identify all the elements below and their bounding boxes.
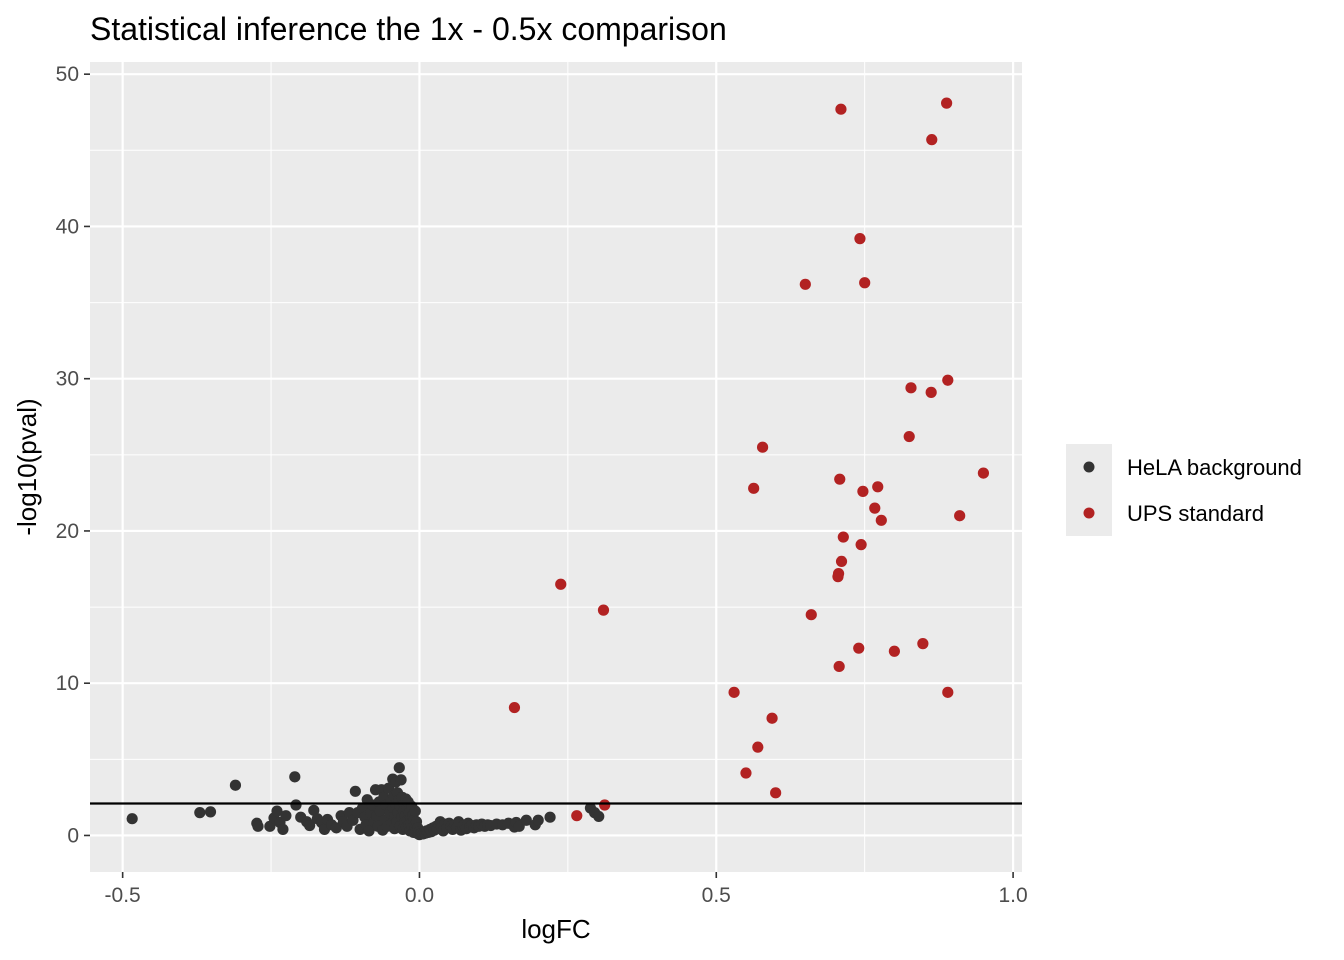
legend-key-background bbox=[1066, 444, 1112, 536]
ups-standard-point bbox=[555, 578, 567, 590]
ups-standard-points bbox=[508, 97, 990, 822]
y-tick-label: 50 bbox=[56, 63, 79, 86]
ups-standard-point bbox=[942, 686, 954, 698]
ups-standard-point bbox=[835, 555, 848, 567]
major-gridlines bbox=[90, 62, 1022, 872]
hela-background-point bbox=[409, 805, 421, 817]
y-tick-label: 0 bbox=[67, 824, 79, 847]
hela-background-point bbox=[126, 813, 138, 825]
ups-standard-point bbox=[752, 741, 764, 753]
ups-standard-point bbox=[853, 642, 865, 654]
x-tick-label: -0.5 bbox=[105, 884, 141, 907]
ups-standard-point bbox=[833, 660, 845, 673]
ups-standard-point bbox=[837, 531, 849, 543]
ups-standard-point bbox=[869, 502, 881, 514]
legend-key-ups-standard bbox=[1083, 507, 1095, 519]
legend-label-ups-standard: UPS standard bbox=[1127, 501, 1264, 526]
ups-standard-point bbox=[770, 787, 782, 799]
hela-background-point bbox=[349, 785, 361, 797]
ups-standard-point bbox=[740, 767, 752, 779]
ups-standard-point bbox=[917, 638, 929, 650]
x-axis: -0.5 0.0 0.5 1.0 bbox=[105, 872, 1028, 907]
x-axis-title: logFC bbox=[521, 914, 590, 944]
legend-label-hela-background: HeLA background bbox=[1127, 455, 1302, 480]
y-axis-title: -log10(pval) bbox=[12, 398, 42, 535]
y-tick-label: 20 bbox=[56, 520, 79, 543]
hela-background-point bbox=[356, 802, 369, 814]
ups-standard-point bbox=[855, 539, 867, 551]
y-tick-label: 30 bbox=[56, 368, 79, 391]
ups-standard-point bbox=[859, 277, 871, 289]
hela-background-point bbox=[252, 820, 264, 832]
hela-background-point bbox=[229, 779, 242, 791]
ups-standard-point bbox=[977, 467, 990, 479]
ups-standard-point bbox=[854, 233, 866, 245]
hela-background-point bbox=[304, 819, 316, 832]
ups-standard-point bbox=[941, 97, 953, 109]
ups-standard-point bbox=[905, 382, 917, 394]
ups-standard-point bbox=[925, 386, 937, 398]
ups-standard-point bbox=[942, 374, 954, 386]
ups-standard-point bbox=[766, 712, 778, 724]
ups-standard-point bbox=[597, 604, 610, 616]
ups-standard-point bbox=[571, 810, 583, 822]
hela-background-point bbox=[393, 762, 405, 774]
hela-background-point bbox=[289, 771, 301, 783]
minor-gridlines bbox=[90, 62, 1022, 872]
ups-standard-point bbox=[926, 134, 938, 146]
y-axis: 0 10 20 30 40 50 bbox=[56, 63, 90, 847]
hela-background-point bbox=[280, 810, 292, 822]
legend-key-hela-background bbox=[1083, 461, 1095, 473]
ups-standard-point bbox=[508, 701, 521, 714]
hela-background-point bbox=[395, 774, 407, 786]
ups-standard-point bbox=[728, 686, 740, 698]
hela-background-point bbox=[363, 825, 375, 837]
hela-background-point bbox=[520, 814, 532, 826]
hela-background-point bbox=[593, 810, 605, 823]
ups-standard-point bbox=[954, 510, 966, 522]
plot-panel bbox=[90, 62, 1022, 872]
ups-standard-point bbox=[872, 481, 884, 493]
ups-standard-point bbox=[832, 567, 845, 580]
chart-title: Statistical inference the 1x - 0.5x comp… bbox=[90, 11, 727, 47]
ups-standard-point bbox=[857, 485, 869, 497]
hela-background-point bbox=[532, 814, 544, 826]
hela-background-point bbox=[308, 804, 320, 816]
hela-background-point bbox=[204, 806, 217, 818]
ups-standard-point bbox=[805, 609, 817, 621]
hela-background-point bbox=[544, 811, 556, 823]
hela-background-point bbox=[277, 823, 289, 835]
y-tick-label: 10 bbox=[56, 672, 79, 695]
ups-standard-point bbox=[903, 430, 915, 443]
ups-standard-point bbox=[799, 278, 811, 290]
hela-background-point bbox=[271, 805, 283, 817]
ups-standard-point bbox=[888, 645, 900, 657]
x-tick-label: 0.5 bbox=[702, 884, 731, 907]
x-tick-label: 1.0 bbox=[998, 884, 1027, 907]
ups-standard-point bbox=[835, 103, 847, 115]
ups-standard-point bbox=[756, 441, 769, 453]
ups-standard-point bbox=[599, 799, 611, 811]
hela-background-point bbox=[290, 799, 302, 811]
legend: HeLA background UPS standard bbox=[1066, 444, 1302, 536]
hela-background-points bbox=[126, 762, 605, 841]
ups-standard-point bbox=[748, 482, 760, 494]
hela-background-point bbox=[194, 807, 206, 819]
hela-background-point bbox=[264, 820, 276, 832]
ups-standard-point bbox=[875, 514, 887, 526]
ups-standard-point bbox=[834, 473, 846, 485]
x-tick-label: 0.0 bbox=[405, 884, 434, 907]
y-tick-label: 40 bbox=[56, 215, 79, 238]
